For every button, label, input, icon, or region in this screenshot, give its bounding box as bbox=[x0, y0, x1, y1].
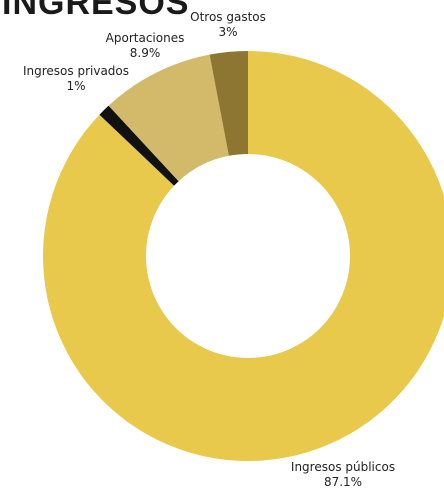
slice-label: Ingresos privados bbox=[23, 64, 129, 78]
slices-group bbox=[43, 51, 444, 461]
slice-label: Ingresos públicos bbox=[291, 460, 395, 474]
slice-label: Aportaciones bbox=[106, 31, 185, 45]
slice-aportaciones bbox=[108, 54, 229, 182]
page-title: INGRESOS bbox=[2, 0, 190, 22]
slice-value-label: 87.1% bbox=[324, 475, 362, 489]
slice-otros-gastos bbox=[209, 51, 248, 156]
slice-value-label: 8.9% bbox=[130, 46, 161, 60]
slice-value-label: 3% bbox=[218, 25, 237, 39]
slice-ingresos-públicos bbox=[43, 51, 444, 461]
slice-ingresos-privados bbox=[99, 105, 179, 186]
slice-label: Otros gastos bbox=[190, 10, 266, 24]
slice-value-label: 1% bbox=[66, 79, 85, 93]
